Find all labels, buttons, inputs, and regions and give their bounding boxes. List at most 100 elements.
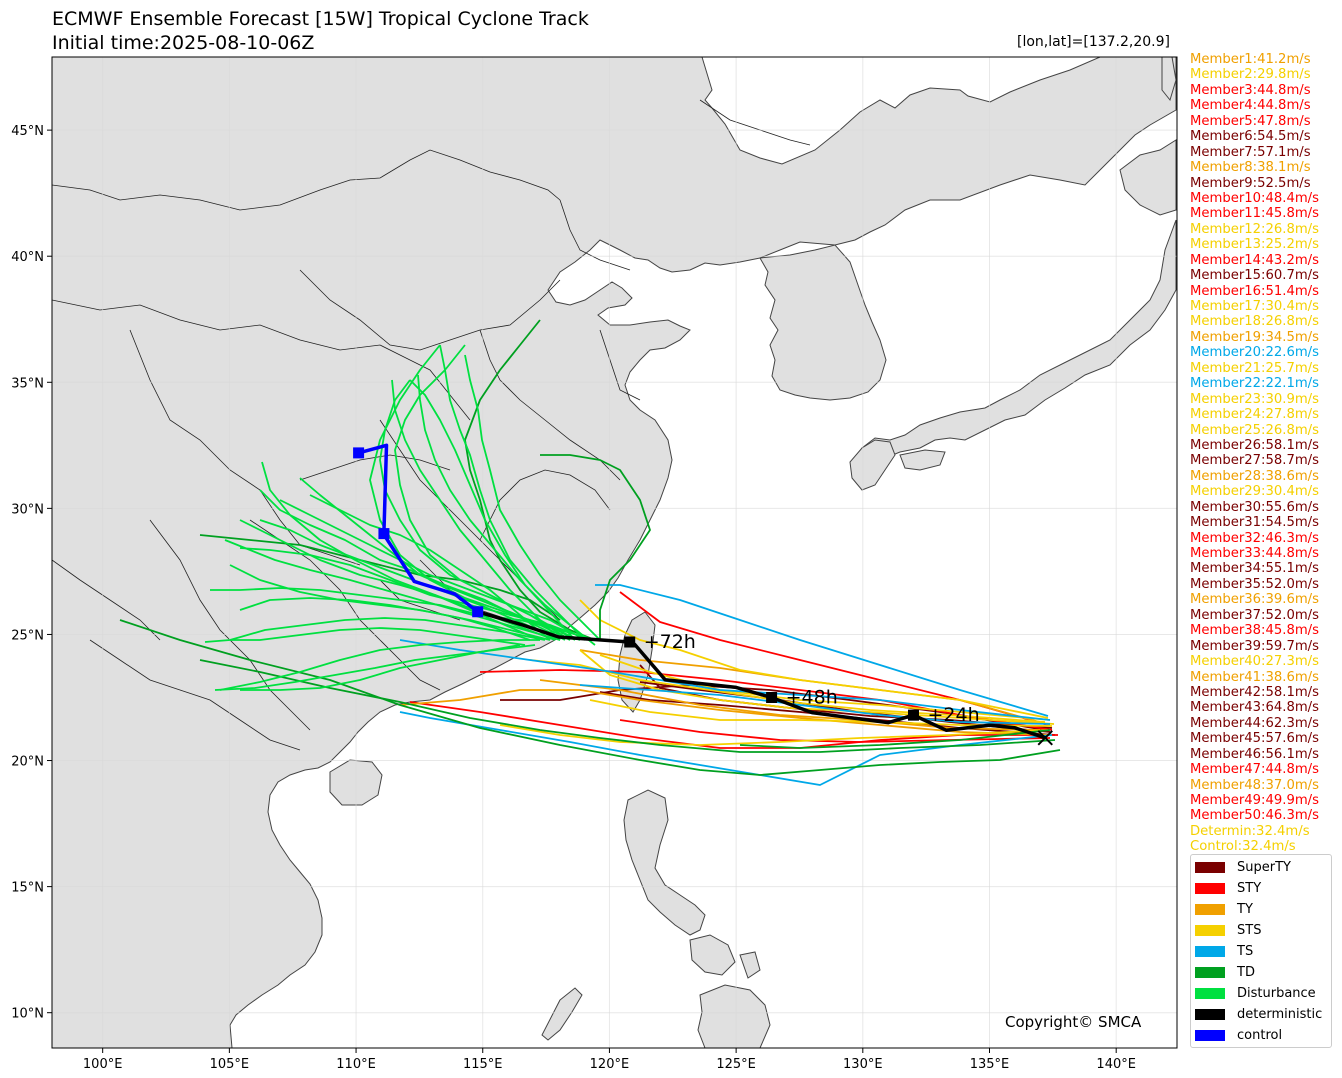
ensemble-member-track	[299, 477, 571, 641]
ensemble-tracks	[119, 319, 1061, 786]
member-intensity-entry: Member39:59.7m/s	[1190, 638, 1319, 654]
legend-label: Disturbance	[1237, 985, 1316, 1001]
palawan-landmass	[541, 987, 583, 1041]
legend-label: TY	[1237, 901, 1253, 917]
legend-item: TD	[1195, 962, 1255, 982]
member-intensity-entry: Member7:57.1m/s	[1190, 144, 1311, 160]
lat-tick-label: 45°N	[11, 124, 44, 139]
luzon-landmass	[623, 789, 706, 936]
member-intensity-entry: Member47:44.8m/s	[1190, 762, 1319, 778]
legend-item: TY	[1195, 899, 1253, 919]
member-intensity-entry: Member10:48.4m/s	[1190, 190, 1319, 206]
member-intensity-entry: Member12:26.8m/s	[1190, 221, 1319, 237]
ensemble-member-track	[309, 494, 551, 641]
ensemble-member-track	[119, 619, 1061, 776]
initial-position-cross	[1037, 730, 1053, 746]
member-intensity-entry: Member35:52.0m/s	[1190, 576, 1319, 592]
member-intensity-entry: Member27:58.7m/s	[1190, 453, 1319, 469]
legend-item: SuperTY	[1195, 857, 1291, 877]
member-intensity-entry: Member14:43.2m/s	[1190, 252, 1319, 268]
lon-tick-label: 135°E	[970, 1057, 1010, 1072]
member-intensity-entry: Member16:51.4m/s	[1190, 283, 1319, 299]
legend-label: STY	[1237, 880, 1262, 896]
japan-kyushu	[849, 439, 896, 491]
member-intensity-entry: Member22:22.1m/s	[1190, 376, 1319, 392]
member-intensity-entry: Member42:58.1m/s	[1190, 684, 1319, 700]
ensemble-member-track	[259, 519, 561, 641]
member-intensity-entry: Member50:46.3m/s	[1190, 808, 1319, 824]
member-intensity-entry: Member49:49.9m/s	[1190, 793, 1319, 808]
sakhalin	[1161, 57, 1177, 102]
member-intensity-entry: Member48:37.0m/s	[1190, 777, 1319, 793]
member-intensity-entry: Member8:38.1m/s	[1190, 160, 1311, 176]
chart-title: ECMWF Ensemble Forecast [15W] Tropical C…	[52, 8, 589, 30]
member-intensity-entry: Member33:44.8m/s	[1190, 546, 1319, 561]
control-time-marker	[472, 606, 484, 618]
member-intensity-entry: Member3:44.8m/s	[1190, 82, 1311, 98]
lon-tick-label: 115°E	[463, 1057, 503, 1072]
member-intensity-entry: Member19:34.5m/s	[1190, 329, 1319, 345]
member-intensity-entry: Member36:39.6m/s	[1190, 592, 1319, 608]
legend-swatch	[1195, 924, 1225, 936]
member-intensity-entry: Member20:22.6m/s	[1190, 345, 1319, 361]
member-intensity-entry: Member18:26.8m/s	[1190, 314, 1319, 330]
legend-swatch	[1195, 987, 1225, 999]
legend-label: STS	[1237, 922, 1262, 938]
legend-label: TD	[1237, 964, 1255, 980]
ensemble-member-track	[539, 679, 1041, 731]
member-intensity-entry: Member1:41.2m/s	[1190, 52, 1311, 67]
ensemble-member-track	[479, 669, 1053, 731]
ensemble-member-track	[540, 454, 651, 640]
lon-tick-label: 105°E	[210, 1057, 250, 1072]
lat-tick-label: 25°N	[11, 628, 44, 643]
ensemble-member-track	[199, 659, 1056, 753]
legend-item: deterministic	[1195, 1004, 1322, 1024]
deterministic-time-marker	[907, 709, 919, 721]
coordinate-readout: [lon,lat]=[137.2,20.9]	[1016, 34, 1170, 50]
member-intensity-entry: Member40:27.3m/s	[1190, 654, 1319, 670]
ensemble-member-track	[391, 379, 561, 641]
ensemble-member-track	[409, 701, 1058, 749]
lon-tick-label: 120°E	[590, 1057, 630, 1072]
japan-hokkaido	[1119, 139, 1177, 216]
ensemble-member-track	[639, 681, 1051, 733]
member-intensity-entry: Member15:60.7m/s	[1190, 268, 1319, 284]
member-intensity-entry: Determin:32.4m/s	[1190, 823, 1310, 839]
lon-tick-label: 130°E	[843, 1057, 883, 1072]
ensemble-member-track	[399, 689, 1053, 736]
lon-tick-label: 100°E	[83, 1057, 123, 1072]
graticule	[52, 57, 1177, 1048]
copyright-text: Copyright© SMCA	[1005, 1013, 1142, 1031]
ensemble-member-track	[399, 639, 1051, 721]
ensemble-member-track	[499, 724, 1049, 746]
map-frame	[51, 56, 1178, 1049]
member-intensity-entry: Member13:25.2m/s	[1190, 237, 1319, 253]
lat-tick-label: 40°N	[11, 250, 44, 265]
legend-swatch	[1195, 882, 1225, 894]
control-time-marker	[378, 528, 390, 540]
legend-label: SuperTY	[1237, 859, 1291, 875]
mainland-landmass	[52, 57, 1177, 1048]
lat-tick-label: 35°N	[11, 376, 44, 391]
ensemble-member-track	[439, 344, 586, 641]
ensemble-member-track	[464, 354, 601, 641]
legend-label: deterministic	[1237, 1006, 1323, 1022]
member-intensity-entry: Member17:30.4m/s	[1190, 299, 1319, 314]
lead-time-label: +24h	[927, 704, 979, 726]
legend-swatch	[1195, 945, 1225, 957]
legend-swatch	[1195, 861, 1225, 873]
ensemble-member-track	[399, 711, 1053, 786]
member-intensity-entry: Member31:54.5m/s	[1190, 515, 1319, 531]
japan-shikoku	[899, 449, 946, 471]
member-intensity-entry: Member41:38.6m/s	[1190, 669, 1319, 685]
member-intensity-entry: Member44:62.3m/s	[1190, 715, 1319, 731]
legend-swatch	[1195, 903, 1225, 915]
member-intensity-entry: Member26:58.1m/s	[1190, 437, 1319, 453]
ensemble-member-track	[595, 584, 1049, 717]
legend-item: STS	[1195, 920, 1261, 940]
member-intensity-entry: Member28:38.6m/s	[1190, 468, 1319, 484]
member-intensity-entry: Member32:46.3m/s	[1190, 530, 1319, 546]
member-intensity-entry: Member6:54.5m/s	[1190, 129, 1311, 145]
member-intensity-entry: Member4:44.8m/s	[1190, 98, 1311, 114]
